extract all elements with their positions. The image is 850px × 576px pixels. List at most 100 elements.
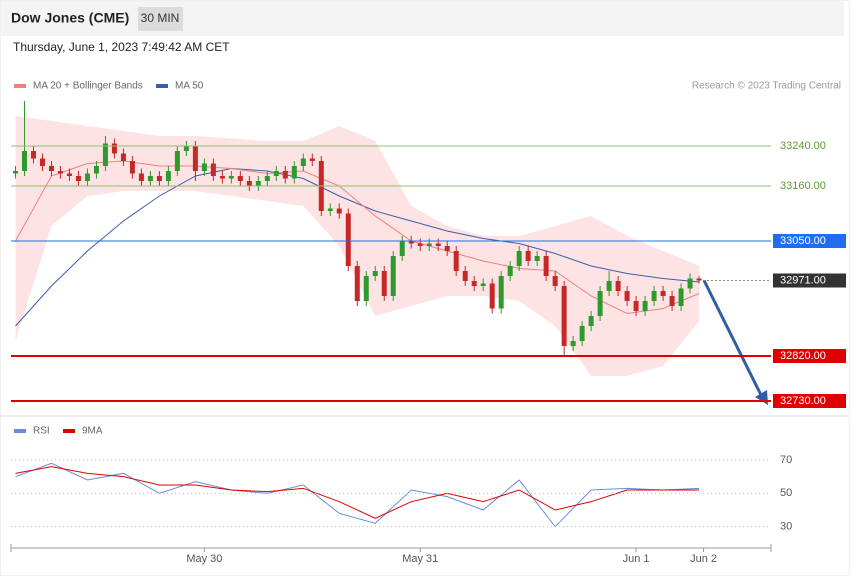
candle-body	[651, 291, 657, 301]
candle-body	[174, 151, 180, 171]
candle-body	[255, 181, 261, 186]
legend-label: 9MA	[82, 426, 103, 437]
candle-body	[390, 256, 396, 296]
candle-body	[165, 171, 171, 181]
candle-body	[264, 176, 270, 181]
legend-label: RSI	[33, 426, 50, 437]
candle-body	[696, 278, 702, 281]
rsi-tick-label: 50	[780, 487, 792, 499]
candle-body	[615, 281, 621, 291]
candle-body	[93, 166, 99, 174]
level-label: 33160.00	[780, 180, 826, 192]
candle-body	[489, 283, 495, 309]
legend-swatch	[156, 84, 168, 88]
candle-body	[525, 251, 531, 261]
candle-body	[102, 143, 108, 166]
candle-body	[48, 166, 54, 171]
timestamp: Thursday, June 1, 2023 7:49:42 AM CET	[13, 40, 230, 54]
candle-body	[471, 281, 477, 286]
interval-label[interactable]: 30 MIN	[141, 11, 180, 25]
candle-body	[291, 166, 297, 179]
candle-body	[183, 146, 189, 151]
x-tick-label: Jun 2	[690, 553, 717, 565]
level-label: 32971.00	[780, 274, 826, 286]
rsi-line	[15, 462, 700, 528]
x-tick-label: May 30	[186, 553, 222, 565]
candle-body	[354, 266, 360, 301]
candle-body	[300, 158, 306, 166]
candle-body	[273, 171, 279, 176]
candle-body	[579, 326, 585, 341]
chart-title: Dow Jones (CME)	[11, 10, 129, 26]
x-tick-label: May 31	[402, 553, 438, 565]
candle-body	[435, 243, 441, 246]
candle-body	[129, 161, 135, 174]
rsi-line	[15, 466, 700, 519]
candle-body	[453, 251, 459, 271]
candle-body	[21, 151, 27, 171]
candle-body	[543, 256, 549, 276]
candle-body	[480, 283, 486, 286]
candle-body	[444, 246, 450, 251]
candle-body	[669, 296, 675, 306]
candle-body	[363, 276, 369, 301]
candle-body	[75, 176, 81, 181]
level-tag	[773, 234, 846, 248]
copyright: Research © 2023 Trading Central	[692, 81, 841, 92]
candle-body	[228, 176, 234, 179]
candle-body	[345, 213, 351, 266]
candle-body	[30, 151, 36, 159]
x-tick-label: Jun 1	[623, 553, 650, 565]
level-tag	[773, 349, 846, 363]
legend-label: MA 50	[175, 81, 204, 92]
candle-body	[687, 278, 693, 289]
candle-body	[606, 281, 612, 291]
level-label: 32730.00	[780, 395, 826, 407]
candle-body	[408, 241, 414, 244]
candle-body	[588, 316, 594, 326]
candle-body	[660, 291, 666, 296]
candle-body	[426, 243, 432, 246]
candle-body	[309, 158, 315, 161]
candle-body	[210, 163, 216, 176]
candle-body	[282, 171, 288, 179]
candle-body	[552, 276, 558, 286]
level-tag	[773, 273, 846, 288]
ma50-line	[15, 167, 700, 327]
candle-body	[507, 266, 513, 276]
candle-body	[219, 176, 225, 179]
candle-body	[156, 176, 162, 181]
candle-body	[111, 143, 117, 154]
candle-body	[372, 271, 378, 276]
plot-layer	[12, 101, 768, 528]
candle-body	[120, 153, 126, 161]
level-tag	[773, 394, 846, 408]
candle-body	[381, 271, 387, 296]
interval-button[interactable]	[138, 7, 183, 31]
candle-body	[678, 288, 684, 306]
rsi-tick-label: 30	[780, 521, 792, 533]
candle-body	[147, 176, 153, 181]
candle-body	[246, 181, 252, 186]
candle-body	[66, 173, 72, 176]
candle-body	[597, 291, 603, 316]
candle-body	[462, 271, 468, 281]
legend-label: MA 20 + Bollinger Bands	[33, 81, 143, 92]
candle-body	[417, 243, 423, 246]
candle-body	[138, 173, 144, 181]
candle-body	[516, 251, 522, 266]
candle-body	[192, 146, 198, 171]
candle-body	[237, 176, 243, 181]
candle-body	[336, 208, 342, 214]
candle-body	[534, 256, 540, 261]
candle-body	[624, 291, 630, 301]
legend-swatch	[63, 429, 75, 433]
candle-body	[498, 276, 504, 309]
legend-swatch	[14, 84, 26, 88]
level-label: 33050.00	[780, 235, 826, 247]
level-label: 33240.00	[780, 140, 826, 152]
ma20-line	[15, 160, 700, 315]
candle-body	[570, 341, 576, 346]
candle-body	[201, 163, 207, 171]
